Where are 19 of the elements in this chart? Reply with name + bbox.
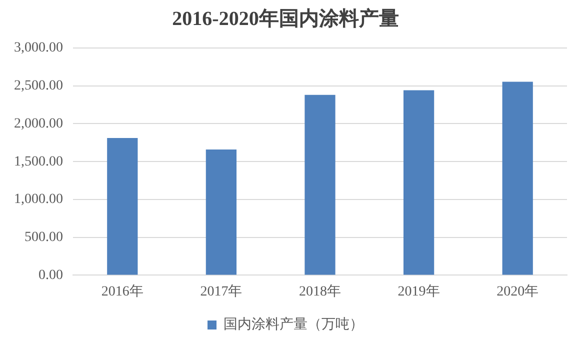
x-tick-label: 2018年 bbox=[299, 283, 341, 300]
x-tick-label: 2017年 bbox=[200, 283, 242, 300]
x-tick-label: 2020年 bbox=[496, 283, 539, 300]
y-tick-label: 0.00 bbox=[38, 268, 63, 283]
y-tick-label: 2,500.00 bbox=[14, 78, 63, 94]
legend-label: 国内涂料产量（万吨） bbox=[224, 316, 364, 333]
y-tick-label: 500.00 bbox=[24, 230, 63, 246]
chart-title: 2016-2020年国内涂料产量 bbox=[172, 7, 399, 30]
y-tick-label: 1,000.00 bbox=[14, 192, 63, 208]
bar bbox=[107, 138, 138, 275]
x-tick-label: 2016年 bbox=[101, 283, 144, 300]
y-tick-label: 1,500.00 bbox=[14, 154, 63, 170]
y-tick-label: 2,000.00 bbox=[14, 116, 63, 132]
bar bbox=[206, 150, 237, 275]
y-tick-label: 3,000.00 bbox=[14, 40, 63, 56]
bar bbox=[304, 94, 336, 275]
x-tick-label: 2019年 bbox=[398, 283, 440, 300]
bar bbox=[502, 82, 533, 275]
bar bbox=[403, 90, 434, 275]
